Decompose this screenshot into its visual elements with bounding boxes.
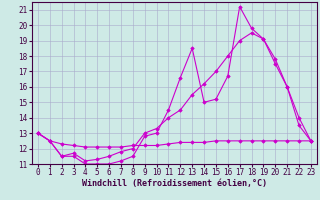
X-axis label: Windchill (Refroidissement éolien,°C): Windchill (Refroidissement éolien,°C) [82, 179, 267, 188]
